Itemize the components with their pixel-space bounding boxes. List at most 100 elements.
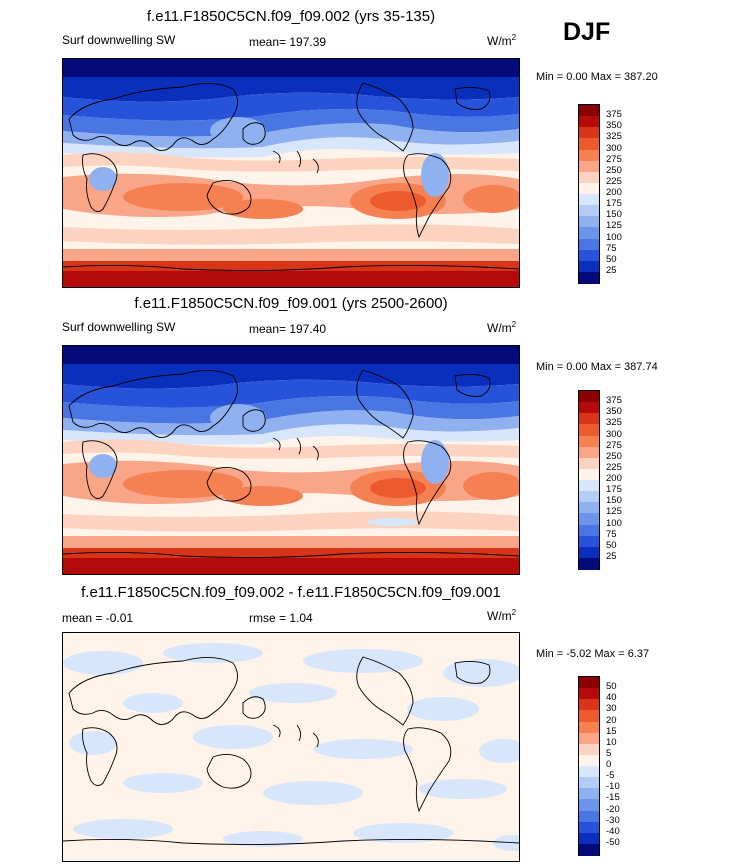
colorbar-cell [579, 260, 599, 273]
colorbar-cell [579, 194, 599, 206]
colorbar-cell [579, 238, 599, 251]
panel-1-units: W/m2 [487, 33, 517, 48]
colorbar-cell [579, 216, 599, 228]
colorbar-cell [579, 535, 599, 548]
colorbar-cell [579, 249, 599, 262]
colorbar-cell [579, 721, 599, 734]
colorbar-cell [579, 205, 599, 217]
colorbar-tick-label: 300 [606, 142, 622, 154]
colorbar-tick-label: 50 [606, 539, 617, 551]
colorbar-tick-label: 250 [606, 450, 622, 462]
panel-2-units: W/m2 [487, 320, 517, 335]
colorbar-cell [579, 810, 599, 823]
panel-2-variable-label: Surf downwelling SW [62, 320, 176, 334]
colorbar-cell [579, 227, 599, 239]
colorbar-tick-label: 200 [606, 187, 622, 198]
colorbar-tick-label: 25 [606, 550, 617, 562]
panel-3-map-field [63, 633, 519, 861]
colorbar-tick-label: 175 [606, 198, 622, 210]
colorbar-cell [579, 171, 599, 184]
colorbar-cell [579, 491, 599, 503]
panel-1-variable-label: Surf downwelling SW [62, 33, 176, 47]
colorbar-cell [579, 777, 599, 789]
colorbar-tick-label: -20 [606, 803, 620, 815]
colorbar-tick-label: 125 [606, 506, 622, 518]
colorbar-cell [579, 843, 599, 856]
colorbar-cell [579, 677, 599, 689]
colorbar-cell [579, 413, 599, 425]
colorbar-cell [579, 821, 599, 834]
colorbar-cell [579, 105, 599, 117]
colorbar-tick-label: -5 [606, 770, 615, 782]
panel-2-map-field [63, 346, 519, 574]
colorbar-cell [579, 435, 599, 448]
colorbar-cell [579, 732, 599, 745]
colorbar-cell [579, 743, 599, 756]
colorbar-tick-label: 15 [606, 725, 617, 737]
panel-1-mean-label: mean= 197.39 [249, 35, 327, 49]
colorbar-tick-label: 175 [606, 484, 622, 496]
colorbar-cell [579, 271, 599, 284]
colorbar-cell [579, 391, 599, 403]
colorbar-tick-label: 275 [606, 439, 622, 451]
colorbar-tick-label: 5 [606, 747, 612, 759]
panel-1-map-field [63, 59, 519, 287]
colorbar-tick-label: 375 [606, 395, 622, 407]
panel-1-map [62, 58, 520, 288]
panel-3-minmax: Min = -5.02 Max = 6.37 [536, 648, 650, 660]
colorbar-tick-label: 75 [606, 528, 617, 540]
colorbar-cell [579, 116, 599, 128]
colorbar-tick-label: 100 [606, 231, 622, 243]
colorbar-tick-label: 150 [606, 495, 622, 507]
panel-1-colorbar [578, 104, 600, 284]
colorbar-tick-label: -10 [606, 781, 620, 793]
colorbar-tick-label: 325 [606, 417, 622, 429]
colorbar-cell [579, 182, 599, 195]
colorbar-cell [579, 546, 599, 559]
colorbar-tick-label: 25 [606, 264, 617, 276]
colorbar-tick-label: 50 [606, 681, 617, 693]
panel-2-minmax: Min = 0.00 Max = 387.74 [536, 361, 658, 373]
panel-2-title: f.e11.F1850C5CN.f09_f09.001 (yrs 2500-26… [134, 295, 448, 312]
colorbar-tick-label: -30 [606, 814, 620, 826]
colorbar-tick-label: 30 [606, 703, 617, 715]
colorbar-cell [579, 468, 599, 481]
colorbar-tick-label: 125 [606, 220, 622, 232]
panel-3-mean-label: mean = -0.01 [62, 611, 134, 625]
colorbar-tick-label: 50 [606, 253, 617, 265]
colorbar-cell [579, 402, 599, 414]
colorbar-cell [579, 766, 599, 778]
panel-2-mean-label: mean= 197.40 [249, 322, 327, 336]
colorbar-tick-label: 325 [606, 131, 622, 143]
colorbar-tick-label: 350 [606, 120, 622, 132]
colorbar-cell [579, 799, 599, 811]
colorbar-cell [579, 710, 599, 722]
colorbar-tick-label: 250 [606, 164, 622, 176]
colorbar-tick-label: 20 [606, 714, 617, 726]
colorbar-tick-label: 150 [606, 209, 622, 221]
colorbar-cell [579, 513, 599, 525]
colorbar-tick-label: -50 [606, 836, 620, 848]
colorbar-cell [579, 149, 599, 162]
colorbar-cell [579, 424, 599, 436]
colorbar-tick-label: 200 [606, 473, 622, 484]
panel-2-map [62, 345, 520, 575]
colorbar-cell [579, 832, 599, 845]
colorbar-tick-label: 275 [606, 153, 622, 165]
panel-1-title: f.e11.F1850C5CN.f09_f09.002 (yrs 35-135) [146, 8, 436, 25]
colorbar-cell [579, 502, 599, 514]
colorbar-cell [579, 699, 599, 711]
colorbar-tick-label: 225 [606, 175, 622, 187]
colorbar-cell [579, 688, 599, 700]
panel-2-colorbar [578, 390, 600, 570]
colorbar-tick-label: 10 [606, 736, 617, 748]
colorbar-tick-label: 75 [606, 242, 617, 254]
panel-3-rmse-label: rmse = 1.04 [249, 611, 313, 625]
panel-3-units: W/m2 [487, 608, 517, 623]
season-label: DJF [563, 18, 611, 46]
colorbar-tick-label: -15 [606, 792, 620, 804]
colorbar-tick-label: 100 [606, 517, 622, 529]
colorbar-cell [579, 754, 599, 767]
colorbar-cell [579, 127, 599, 139]
colorbar-cell [579, 457, 599, 470]
